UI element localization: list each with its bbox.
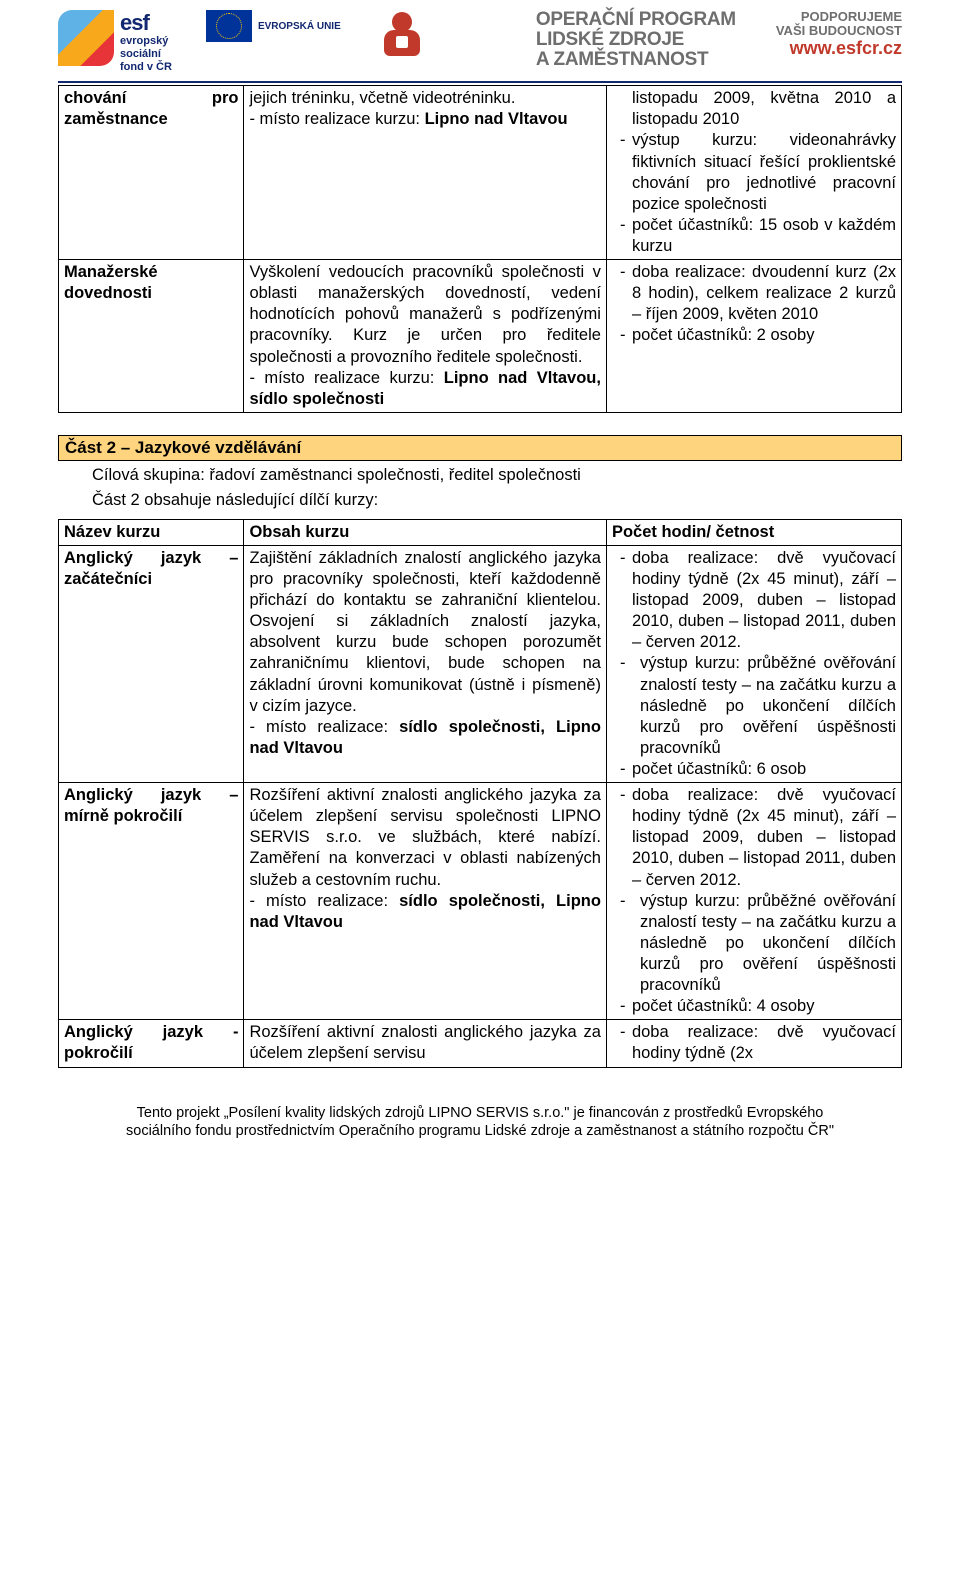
person-icon bbox=[381, 12, 423, 67]
course-hours: doba realizace: dvoudenní kurz (2x 8 hod… bbox=[606, 260, 901, 413]
program-line: A ZAMĚSTNANOST bbox=[536, 50, 736, 70]
course-hours: doba realizace: dvě vyučovací hodiny týd… bbox=[606, 1020, 901, 1067]
table-row: Anglický jazyk – začátečníci Zajištění z… bbox=[59, 545, 902, 782]
col-content: Obsah kurzu bbox=[244, 519, 606, 545]
content-location: - místo realizace kurzu: Lipno nad Vltav… bbox=[249, 369, 600, 408]
course-name: Manažerské dovednosti bbox=[59, 260, 244, 413]
program-title: OPERAČNÍ PROGRAM LIDSKÉ ZDROJE A ZAMĚSTN… bbox=[536, 10, 736, 70]
course-name: chování pro zaměstnance bbox=[59, 86, 244, 260]
hours-intro: listopadu 2009, května 2010 a listopadu … bbox=[612, 88, 896, 130]
course-content: Vyškolení vedoucích pracovníků společnos… bbox=[244, 260, 606, 413]
course-content: Zajištění základních znalostí anglického… bbox=[244, 545, 606, 782]
content-location: - místo realizace kurzu: Lipno nad Vltav… bbox=[249, 110, 567, 128]
list-item: doba realizace: dvoudenní kurz (2x 8 hod… bbox=[620, 262, 896, 325]
table-part2: Název kurzu Obsah kurzu Počet hodin/ čet… bbox=[58, 519, 902, 1068]
table-row: chování pro zaměstnance jejich tréninku,… bbox=[59, 86, 902, 260]
list-item: počet účastníků: 15 osob v každém kurzu bbox=[620, 215, 896, 257]
hours-list: doba realizace: dvoudenní kurz (2x 8 hod… bbox=[612, 262, 896, 346]
program-line: LIDSKÉ ZDROJE bbox=[536, 30, 736, 50]
logo-header: esf evropský sociální fond v ČR EVROPSKÁ… bbox=[58, 0, 902, 83]
esf-big: esf bbox=[120, 10, 172, 35]
table-row: Anglický jazyk - pokročilí Rozšíření akt… bbox=[59, 1020, 902, 1067]
support-url: www.esfcr.cz bbox=[776, 39, 902, 59]
footer-line: sociálního fondu prostřednictvím Operačn… bbox=[58, 1122, 902, 1140]
list-item: počet účastníků: 2 osoby bbox=[620, 325, 896, 346]
list-item: výstup kurzu: průběžné ověřování znalost… bbox=[620, 653, 896, 759]
esf-text: esf evropský sociální fond v ČR bbox=[120, 10, 172, 73]
course-content: jejich tréninku, včetně videotréninku. -… bbox=[244, 86, 606, 260]
col-hours: Počet hodin/ četnost bbox=[606, 519, 901, 545]
course-name: Anglický jazyk - pokročilí bbox=[59, 1020, 244, 1067]
course-content: Rozšíření aktivní znalosti anglického ja… bbox=[244, 783, 606, 1020]
course-hours: doba realizace: dvě vyučovací hodiny týd… bbox=[606, 783, 901, 1020]
esf-line: fond v ČR bbox=[120, 61, 172, 74]
program-line: OPERAČNÍ PROGRAM bbox=[536, 10, 736, 30]
course-name: Anglický jazyk – začátečníci bbox=[59, 545, 244, 782]
content-text: Rozšíření aktivní znalosti anglického ja… bbox=[249, 786, 600, 888]
course-hours: doba realizace: dvě vyučovací hodiny týd… bbox=[606, 545, 901, 782]
course-hours: listopadu 2009, května 2010 a listopadu … bbox=[606, 86, 901, 260]
list-item: doba realizace: dvě vyučovací hodiny týd… bbox=[620, 1022, 896, 1064]
page-footer: Tento projekt „Posílení kvality lidských… bbox=[58, 1104, 902, 1140]
table-row: Anglický jazyk – mírně pokročilí Rozšíře… bbox=[59, 783, 902, 1020]
esf-logo-block: esf evropský sociální fond v ČR bbox=[58, 10, 172, 73]
footer-line: Tento projekt „Posílení kvality lidských… bbox=[58, 1104, 902, 1122]
content-text: Zajištění základních znalostí anglického… bbox=[249, 549, 600, 715]
eu-label: EVROPSKÁ UNIE bbox=[258, 21, 341, 32]
list-item: výstup kurzu: videonahrávky fiktivních s… bbox=[620, 130, 896, 214]
eu-flag-icon bbox=[206, 10, 252, 42]
content-text: jejich tréninku, včetně videotréninku. bbox=[249, 89, 515, 107]
section-2-title: Část 2 – Jazykové vzdělávání bbox=[58, 435, 902, 461]
col-name: Název kurzu bbox=[59, 519, 244, 545]
table-part1: chování pro zaměstnance jejich tréninku,… bbox=[58, 85, 902, 413]
eu-logo-block: EVROPSKÁ UNIE bbox=[206, 10, 341, 42]
support-block: PODPORUJEME VAŠI BUDOUCNOST www.esfcr.cz bbox=[776, 10, 902, 58]
content-text: Vyškolení vedoucích pracovníků společnos… bbox=[249, 263, 600, 365]
table-row: Manažerské dovednosti Vyškolení vedoucíc… bbox=[59, 260, 902, 413]
course-content: Rozšíření aktivní znalosti anglického ja… bbox=[244, 1020, 606, 1067]
list-item: výstup kurzu: průběžné ověřování znalost… bbox=[620, 891, 896, 997]
hours-list: výstup kurzu: videonahrávky fiktivních s… bbox=[612, 130, 896, 257]
list-item: doba realizace: dvě vyučovací hodiny týd… bbox=[620, 785, 896, 891]
list-item: doba realizace: dvě vyučovací hodiny týd… bbox=[620, 548, 896, 654]
header-right: OPERAČNÍ PROGRAM LIDSKÉ ZDROJE A ZAMĚSTN… bbox=[536, 10, 902, 70]
list-item: počet účastníků: 4 osoby bbox=[620, 996, 896, 1017]
esf-icon bbox=[58, 10, 114, 66]
esf-line: sociální bbox=[120, 48, 172, 61]
hours-list: doba realizace: dvě vyučovací hodiny týd… bbox=[612, 785, 896, 1017]
section-2-intro: Část 2 obsahuje následující dílčí kurzy: bbox=[58, 486, 902, 519]
list-item: počet účastníků: 6 osob bbox=[620, 759, 896, 780]
content-location: - místo realizace: sídlo společnosti, Li… bbox=[249, 892, 600, 931]
course-name: Anglický jazyk – mírně pokročilí bbox=[59, 783, 244, 1020]
hours-list: doba realizace: dvě vyučovací hodiny týd… bbox=[612, 1022, 896, 1064]
support-line: VAŠI BUDOUCNOST bbox=[776, 24, 902, 38]
esf-line: evropský bbox=[120, 35, 172, 48]
table-header-row: Název kurzu Obsah kurzu Počet hodin/ čet… bbox=[59, 519, 902, 545]
hours-list: doba realizace: dvě vyučovací hodiny týd… bbox=[612, 548, 896, 780]
content-location: - místo realizace: sídlo společnosti, Li… bbox=[249, 718, 600, 757]
support-line: PODPORUJEME bbox=[776, 10, 902, 24]
section-2-target-group: Cílová skupina: řadoví zaměstnanci spole… bbox=[58, 463, 902, 486]
